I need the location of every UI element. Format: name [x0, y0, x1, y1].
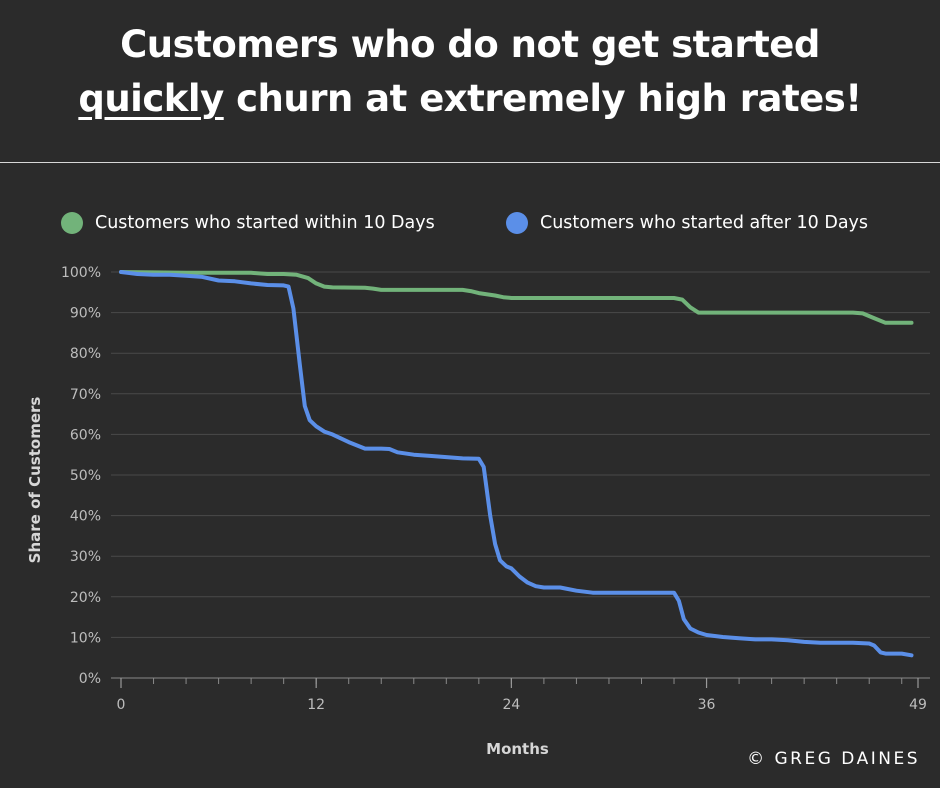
y-tick-label: 90%: [70, 306, 101, 322]
y-tick-label: 50%: [70, 468, 101, 484]
line-chart: 0% 10% 20% 30% 40% 50% 60% 70% 80% 90% 100% 0 12 24 36…: [26, 265, 930, 758]
x-tick-label: 0: [117, 697, 126, 713]
title-underlined-word: quickly: [78, 77, 224, 120]
x-tick-label: 24: [502, 697, 520, 713]
y-tick-label: 30%: [70, 549, 101, 565]
legend-label-within-10-days: Customers who started within 10 Days: [95, 213, 435, 233]
legend-dot-blue-icon: [506, 212, 528, 234]
legend-item-within-10-days: Customers who started within 10 Days: [61, 209, 435, 237]
y-tick-label: 70%: [70, 387, 101, 403]
y-tick-label: 60%: [70, 427, 101, 443]
header-divider: [0, 162, 940, 163]
y-tick-label: 100%: [61, 265, 101, 281]
copyright-text: © GREG DAINES: [747, 749, 920, 769]
x-axis-label: Months: [486, 740, 549, 758]
y-tick-label: 20%: [70, 590, 101, 606]
y-tick-label: 40%: [70, 509, 101, 525]
x-tick-label: 12: [307, 697, 325, 713]
y-tick-label: 0%: [79, 671, 101, 687]
legend-dot-green-icon: [61, 212, 83, 234]
title-line-2-rest: churn at extremely high rates!: [223, 77, 862, 120]
legend-label-after-10-days: Customers who started after 10 Days: [540, 213, 869, 233]
y-tick-label: 80%: [70, 346, 101, 362]
legend: Customers who started within 10 Days Cus…: [0, 209, 940, 237]
x-tick-label: 36: [698, 697, 716, 713]
series-line-after-10-days: [119, 270, 914, 658]
title-line-1: Customers who do not get started: [120, 23, 820, 66]
chart-title: Customers who do not get started quickly…: [0, 18, 940, 126]
y-axis-label: Share of Customers: [26, 397, 44, 564]
legend-item-after-10-days: Customers who started after 10 Days: [506, 209, 868, 237]
x-tick-label: 49: [909, 697, 927, 713]
series-line-within-10-days: [119, 270, 914, 325]
y-tick-label: 10%: [70, 630, 101, 646]
